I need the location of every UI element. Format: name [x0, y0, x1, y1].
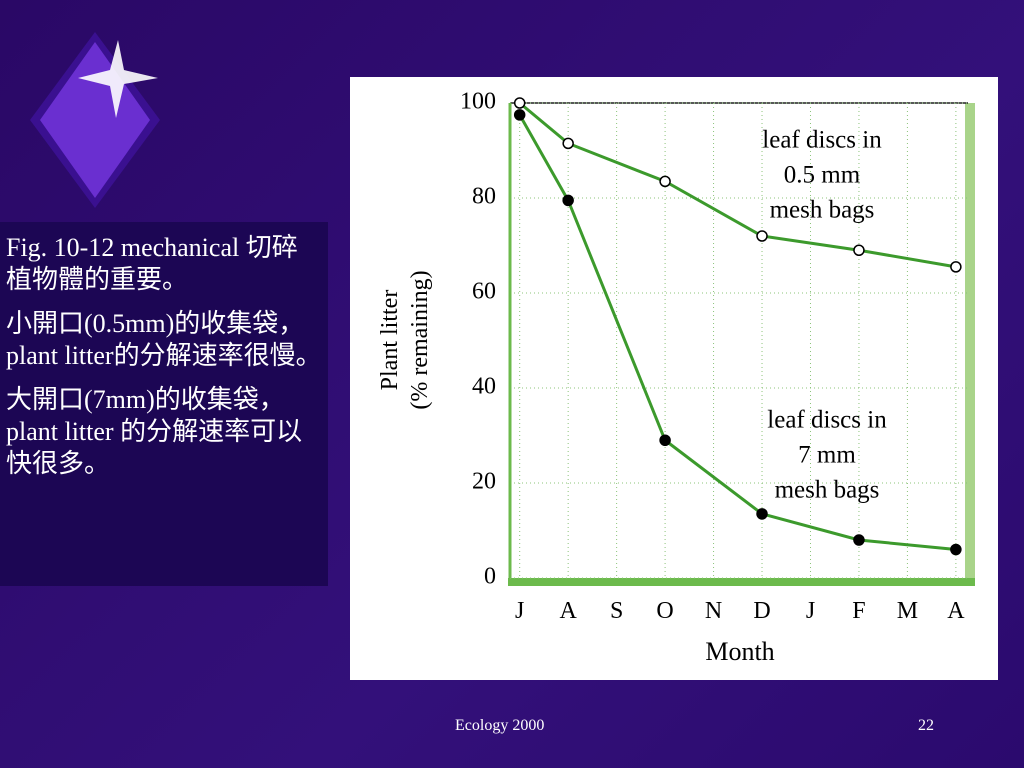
data-point	[756, 508, 768, 520]
x-tick-label: N	[705, 598, 722, 624]
y-tick-label: 100	[460, 89, 496, 115]
series-label: leaf discs in	[767, 407, 887, 434]
y-tick-label: 0	[484, 564, 496, 590]
paragraph: 小開口(0.5mm)的收集袋，plant litter的分解速率很慢。	[6, 309, 322, 370]
data-point	[513, 97, 526, 109]
x-tick-label: A	[947, 598, 965, 624]
x-tick-label: M	[897, 598, 918, 624]
data-point	[562, 137, 574, 150]
y-axis-label: (% remaining)	[407, 270, 433, 409]
y-tick-label: 40	[472, 374, 496, 400]
x-tick-label: A	[559, 598, 577, 624]
data-point	[853, 534, 865, 546]
right-band	[965, 103, 975, 585]
data-point	[950, 261, 962, 273]
series-line	[518, 114, 957, 551]
y-tick-label: 20	[472, 469, 496, 495]
chart-panel	[350, 77, 998, 680]
data-point	[950, 543, 962, 556]
series-line	[518, 101, 957, 269]
y-tick-label: 60	[472, 279, 496, 305]
footer: Ecology 2000	[455, 717, 545, 734]
paragraph: Fig. 10-12 mechanical 切碎植物體的重要。	[6, 233, 298, 294]
y-tick-label: 80	[472, 184, 496, 210]
page-number: 22	[918, 717, 934, 734]
series-label: mesh bags	[775, 477, 880, 504]
data-point	[756, 230, 768, 242]
x-axis-label: Month	[705, 637, 774, 666]
x-tick-label: D	[753, 598, 770, 624]
data-point	[562, 194, 574, 207]
data-point	[659, 175, 671, 188]
x-tick-label: F	[852, 598, 865, 624]
star-decoration	[78, 40, 158, 118]
text-box: Fig. 10-12 mechanical 切碎植物體的重要。 小開口(0.5mm…	[0, 222, 328, 586]
data-point	[659, 434, 671, 446]
paragraph: 大開口(7mm)的收集袋，plant litter 的分解速率可以快很多。	[6, 385, 303, 478]
x-tick-label: O	[656, 598, 673, 624]
bottom-band	[508, 578, 975, 586]
series-label: mesh bags	[770, 197, 875, 224]
data-point	[513, 109, 526, 121]
series-label: leaf discs in	[762, 127, 882, 154]
x-tick-label: J	[806, 598, 815, 624]
x-tick-label: S	[610, 598, 623, 624]
data-point	[853, 244, 865, 256]
series-label: 0.5 mm	[784, 162, 861, 189]
series-label: 7 mm	[798, 442, 856, 469]
x-tick-label: J	[515, 598, 524, 624]
diamond-decoration	[40, 42, 150, 198]
y-axis-label: Plant litter	[377, 290, 403, 391]
